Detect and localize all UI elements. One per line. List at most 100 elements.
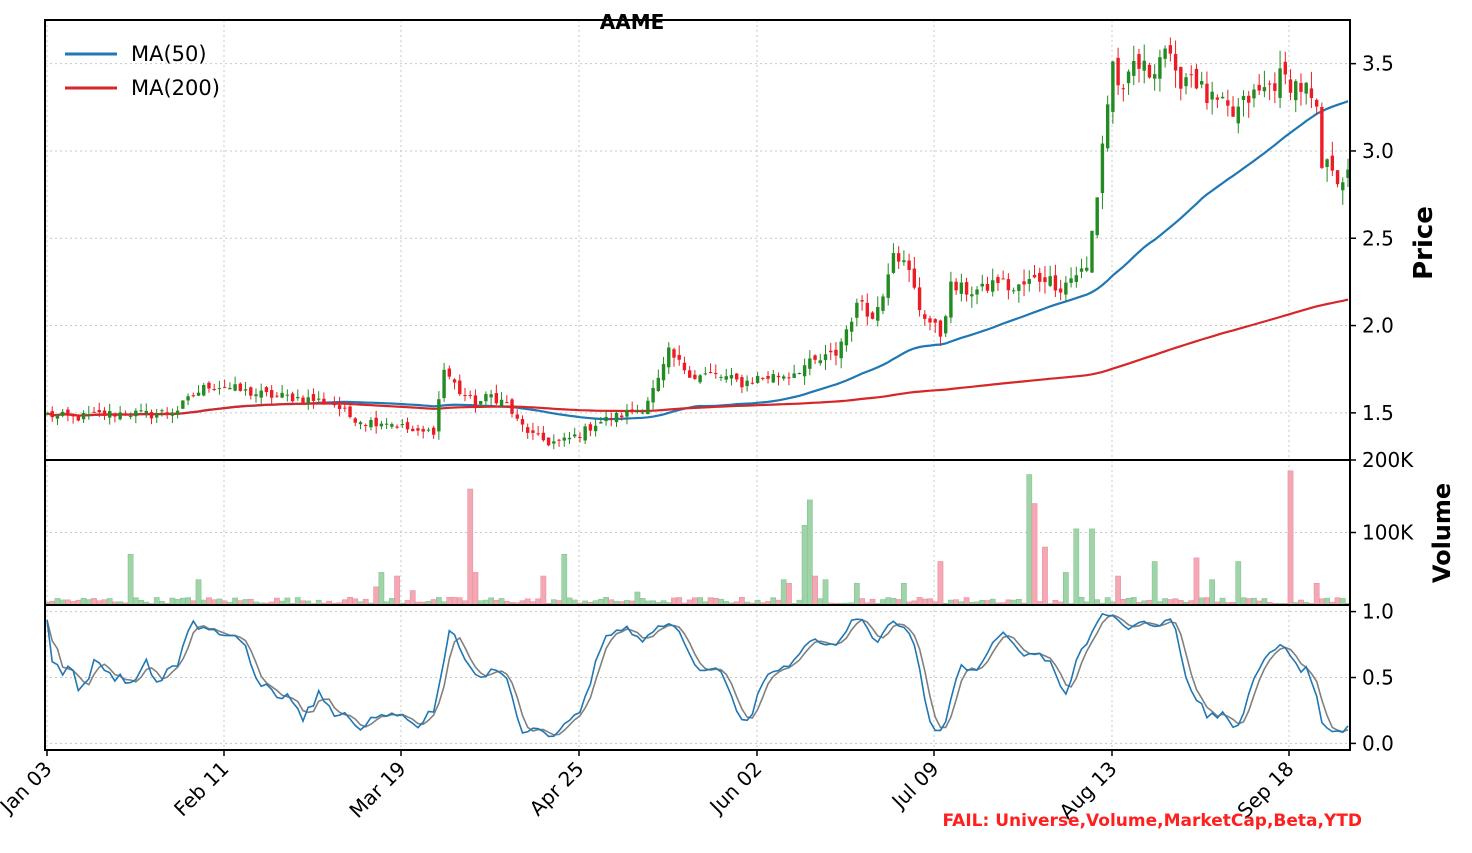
candle-body [761,377,765,379]
candle-body [708,372,713,374]
candle-body [1288,79,1293,93]
volume-bar [812,575,818,606]
volume-bar [1151,561,1158,606]
candle-body [97,409,101,413]
candle-body [1111,61,1115,112]
candle-body [630,409,634,413]
candle-body [1121,88,1126,90]
volume-bar [963,597,970,606]
volume-bar [1235,561,1242,606]
volume-bar [1219,597,1226,606]
volume-bar [561,554,568,606]
stochastic-tick-label: 0.0 [1362,731,1394,755]
candle-body [802,365,807,377]
candle-body [604,416,608,422]
volume-bar [885,597,892,606]
candle-body [881,296,885,311]
volume-bar [780,579,787,606]
stochastic-d-line [46,614,1349,736]
candle-body [1294,81,1298,101]
volume-bar [1031,503,1038,606]
volume-axis: 100K 200K [1350,448,1414,545]
candle-body [327,403,331,405]
date-tick-label: Feb 11 [169,757,234,822]
price-axis: 1.5 2.0 2.5 3.0 3.5 [1350,52,1394,425]
candle-body [734,373,739,380]
candle-body [384,423,389,425]
candle-body [128,416,133,418]
candle-body [1152,74,1157,79]
candle-body [87,413,91,415]
volume-bar [937,561,944,606]
candle-body [134,410,138,417]
candle-body [238,383,243,391]
candle-body [750,382,755,384]
volume-bar [770,597,777,606]
candle-body [588,424,593,431]
candle-body [855,302,859,318]
candle-body [1257,84,1261,91]
candle-body [92,411,96,413]
candle-body [499,399,504,406]
candle-body [1038,272,1042,282]
candle-body [1011,290,1016,292]
candle-body [458,380,462,395]
candle-body [1053,275,1058,291]
candle-body [573,434,577,437]
candle-body [489,394,493,398]
volume-bar [1313,583,1320,606]
candle-body [552,441,556,444]
volume-bar [676,597,683,606]
candle-body [912,268,917,288]
candle-body [322,398,326,405]
candle-body [975,289,979,295]
chart-title: AAME [600,10,665,34]
candle-body [776,375,781,378]
candle-body [468,394,472,396]
candle-body [416,428,420,431]
candle-body [520,419,525,425]
candle-body [808,358,812,369]
candle-body [970,294,974,297]
price-tick-label: 2.5 [1362,226,1394,250]
candle-body [536,433,540,435]
candle-body [870,312,875,319]
volume-bar [786,583,792,606]
volume-bar [566,597,573,606]
candle-body [233,384,237,391]
candle-body [139,410,143,412]
candle-body [228,387,232,390]
candle-body [714,373,718,375]
candle-body [269,390,274,398]
candle-body [599,422,603,424]
candle-body [1158,57,1162,79]
volume-bar [916,597,923,606]
candle-body [1126,71,1131,84]
candle-body [55,414,60,419]
candle-body [1027,279,1031,284]
candle-body [358,422,363,425]
candle-body [1273,83,1277,91]
candle-body [1132,61,1136,76]
volume-bars [44,470,1351,606]
candle-body [1325,159,1329,168]
candle-body [620,415,624,418]
candle-body [1064,282,1068,295]
candle-body [823,354,828,361]
candle-body [834,349,838,356]
candle-body [411,428,415,432]
candle-body [254,394,258,397]
candle-body [1330,155,1335,171]
candle-body [400,424,404,426]
candle-body [964,282,969,295]
volume-bar [1073,528,1080,606]
candle-body [724,376,728,380]
volume-bar [603,597,609,606]
candle-body [1168,45,1173,54]
candle-body [431,427,436,435]
candle-body [1173,53,1178,71]
candle-body [337,405,342,410]
candle-body [865,302,870,317]
price-tick-label: 3.0 [1362,139,1394,163]
candle-body [186,396,190,401]
